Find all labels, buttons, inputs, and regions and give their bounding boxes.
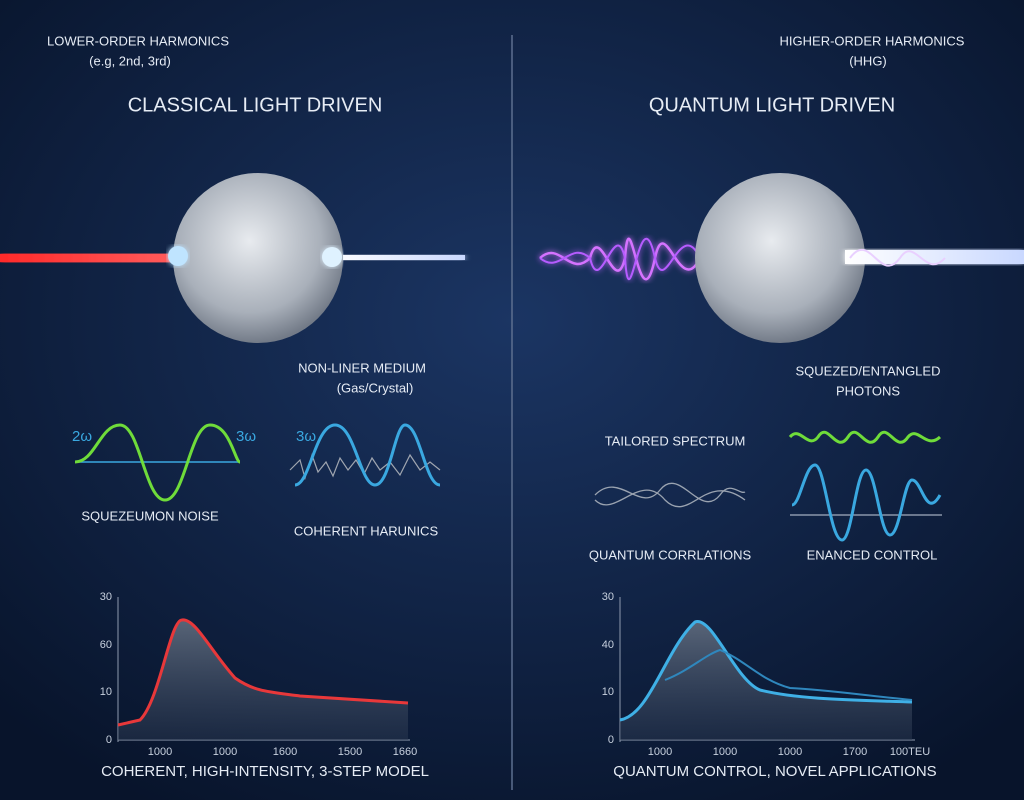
- tick-labels: 30 60 10 0 1000 1000 1600 1500 1660 30 40 10 0 1000 10…: [100, 591, 930, 758]
- medium-sub: (Gas/Crystal): [337, 380, 414, 395]
- y-tick-label: 40: [602, 639, 614, 651]
- spark: [322, 247, 342, 267]
- title: QUANTUM LIGHT DRIVEN: [649, 94, 895, 116]
- controlled-wave: [791, 463, 942, 542]
- x-tick-label: 1000: [778, 746, 802, 758]
- y-tick-label: 30: [602, 591, 614, 603]
- footer: COHERENT, HIGH-INTENSITY, 3-STEP MODEL: [101, 763, 429, 780]
- photons-sub: PHOTONS: [836, 383, 900, 398]
- correlation-curve: [594, 482, 746, 503]
- medium-sphere: [695, 173, 865, 343]
- caption: QUANTUM CORRLATIONS: [589, 547, 752, 562]
- x-tick-label: 1000: [713, 746, 737, 758]
- medium-sphere: [173, 173, 343, 343]
- spectrum-curve: [664, 648, 913, 701]
- y-tick-label: 0: [608, 734, 614, 746]
- title: CLASSICAL LIGHT DRIVEN: [128, 94, 383, 116]
- x-tick-label: 1600: [273, 746, 297, 758]
- white-beam: [330, 255, 465, 260]
- subheader: (e.g, 2nd, 3rd): [89, 53, 171, 68]
- spark: [168, 246, 188, 266]
- header: LOWER-ORDER HARMONICS: [47, 33, 229, 48]
- y-tick-label: 10: [602, 686, 614, 698]
- y-tick-label: 10: [100, 686, 112, 698]
- wave-label: 3ω: [296, 428, 316, 445]
- y-tick-label: 0: [106, 734, 112, 746]
- quantum-wave: [539, 238, 701, 281]
- x-tick-label: 100TEU: [890, 746, 930, 758]
- quantum-wave: [539, 237, 702, 281]
- curve-area: [620, 621, 912, 740]
- x-tick-label: 1000: [648, 746, 672, 758]
- red-beam: [0, 254, 190, 262]
- x-tick-label: 1500: [338, 746, 362, 758]
- second-harmonic-wave: [74, 423, 242, 502]
- photons-label: SQUEZED/ENTANGLED: [796, 363, 941, 378]
- x-tick-label: 1700: [843, 746, 867, 758]
- subheader: (HHG): [849, 53, 887, 68]
- squeezed-wave: [788, 430, 942, 444]
- correlation-curve: [594, 489, 746, 508]
- x-tick-label: 1000: [213, 746, 237, 758]
- curve-area: [118, 619, 408, 740]
- caption: TAILORED SPECTRUM: [605, 433, 746, 448]
- caption: ENANCED CONTROL: [807, 547, 938, 562]
- y-tick-label: 30: [100, 591, 112, 603]
- output-wave: [849, 248, 946, 267]
- caption: COHERENT HARUNICS: [294, 523, 439, 538]
- wave-label: 3ω: [236, 428, 256, 445]
- x-tick-label: 1660: [393, 746, 417, 758]
- spectrum-curve: [117, 618, 409, 727]
- header: HIGHER-ORDER HARMONICS: [780, 33, 965, 48]
- third-harmonic-wave: [294, 423, 441, 487]
- caption: SQUEZEUMON NOISE: [81, 508, 219, 523]
- white-beam: [845, 250, 1024, 264]
- footer: QUANTUM CONTROL, NOVEL APPLICATIONS: [613, 763, 936, 780]
- y-tick-label: 60: [100, 639, 112, 651]
- x-tick-label: 1000: [148, 746, 172, 758]
- wave-label: 2ω: [72, 428, 92, 445]
- medium-label: NON-LINER MEDIUM: [298, 360, 426, 375]
